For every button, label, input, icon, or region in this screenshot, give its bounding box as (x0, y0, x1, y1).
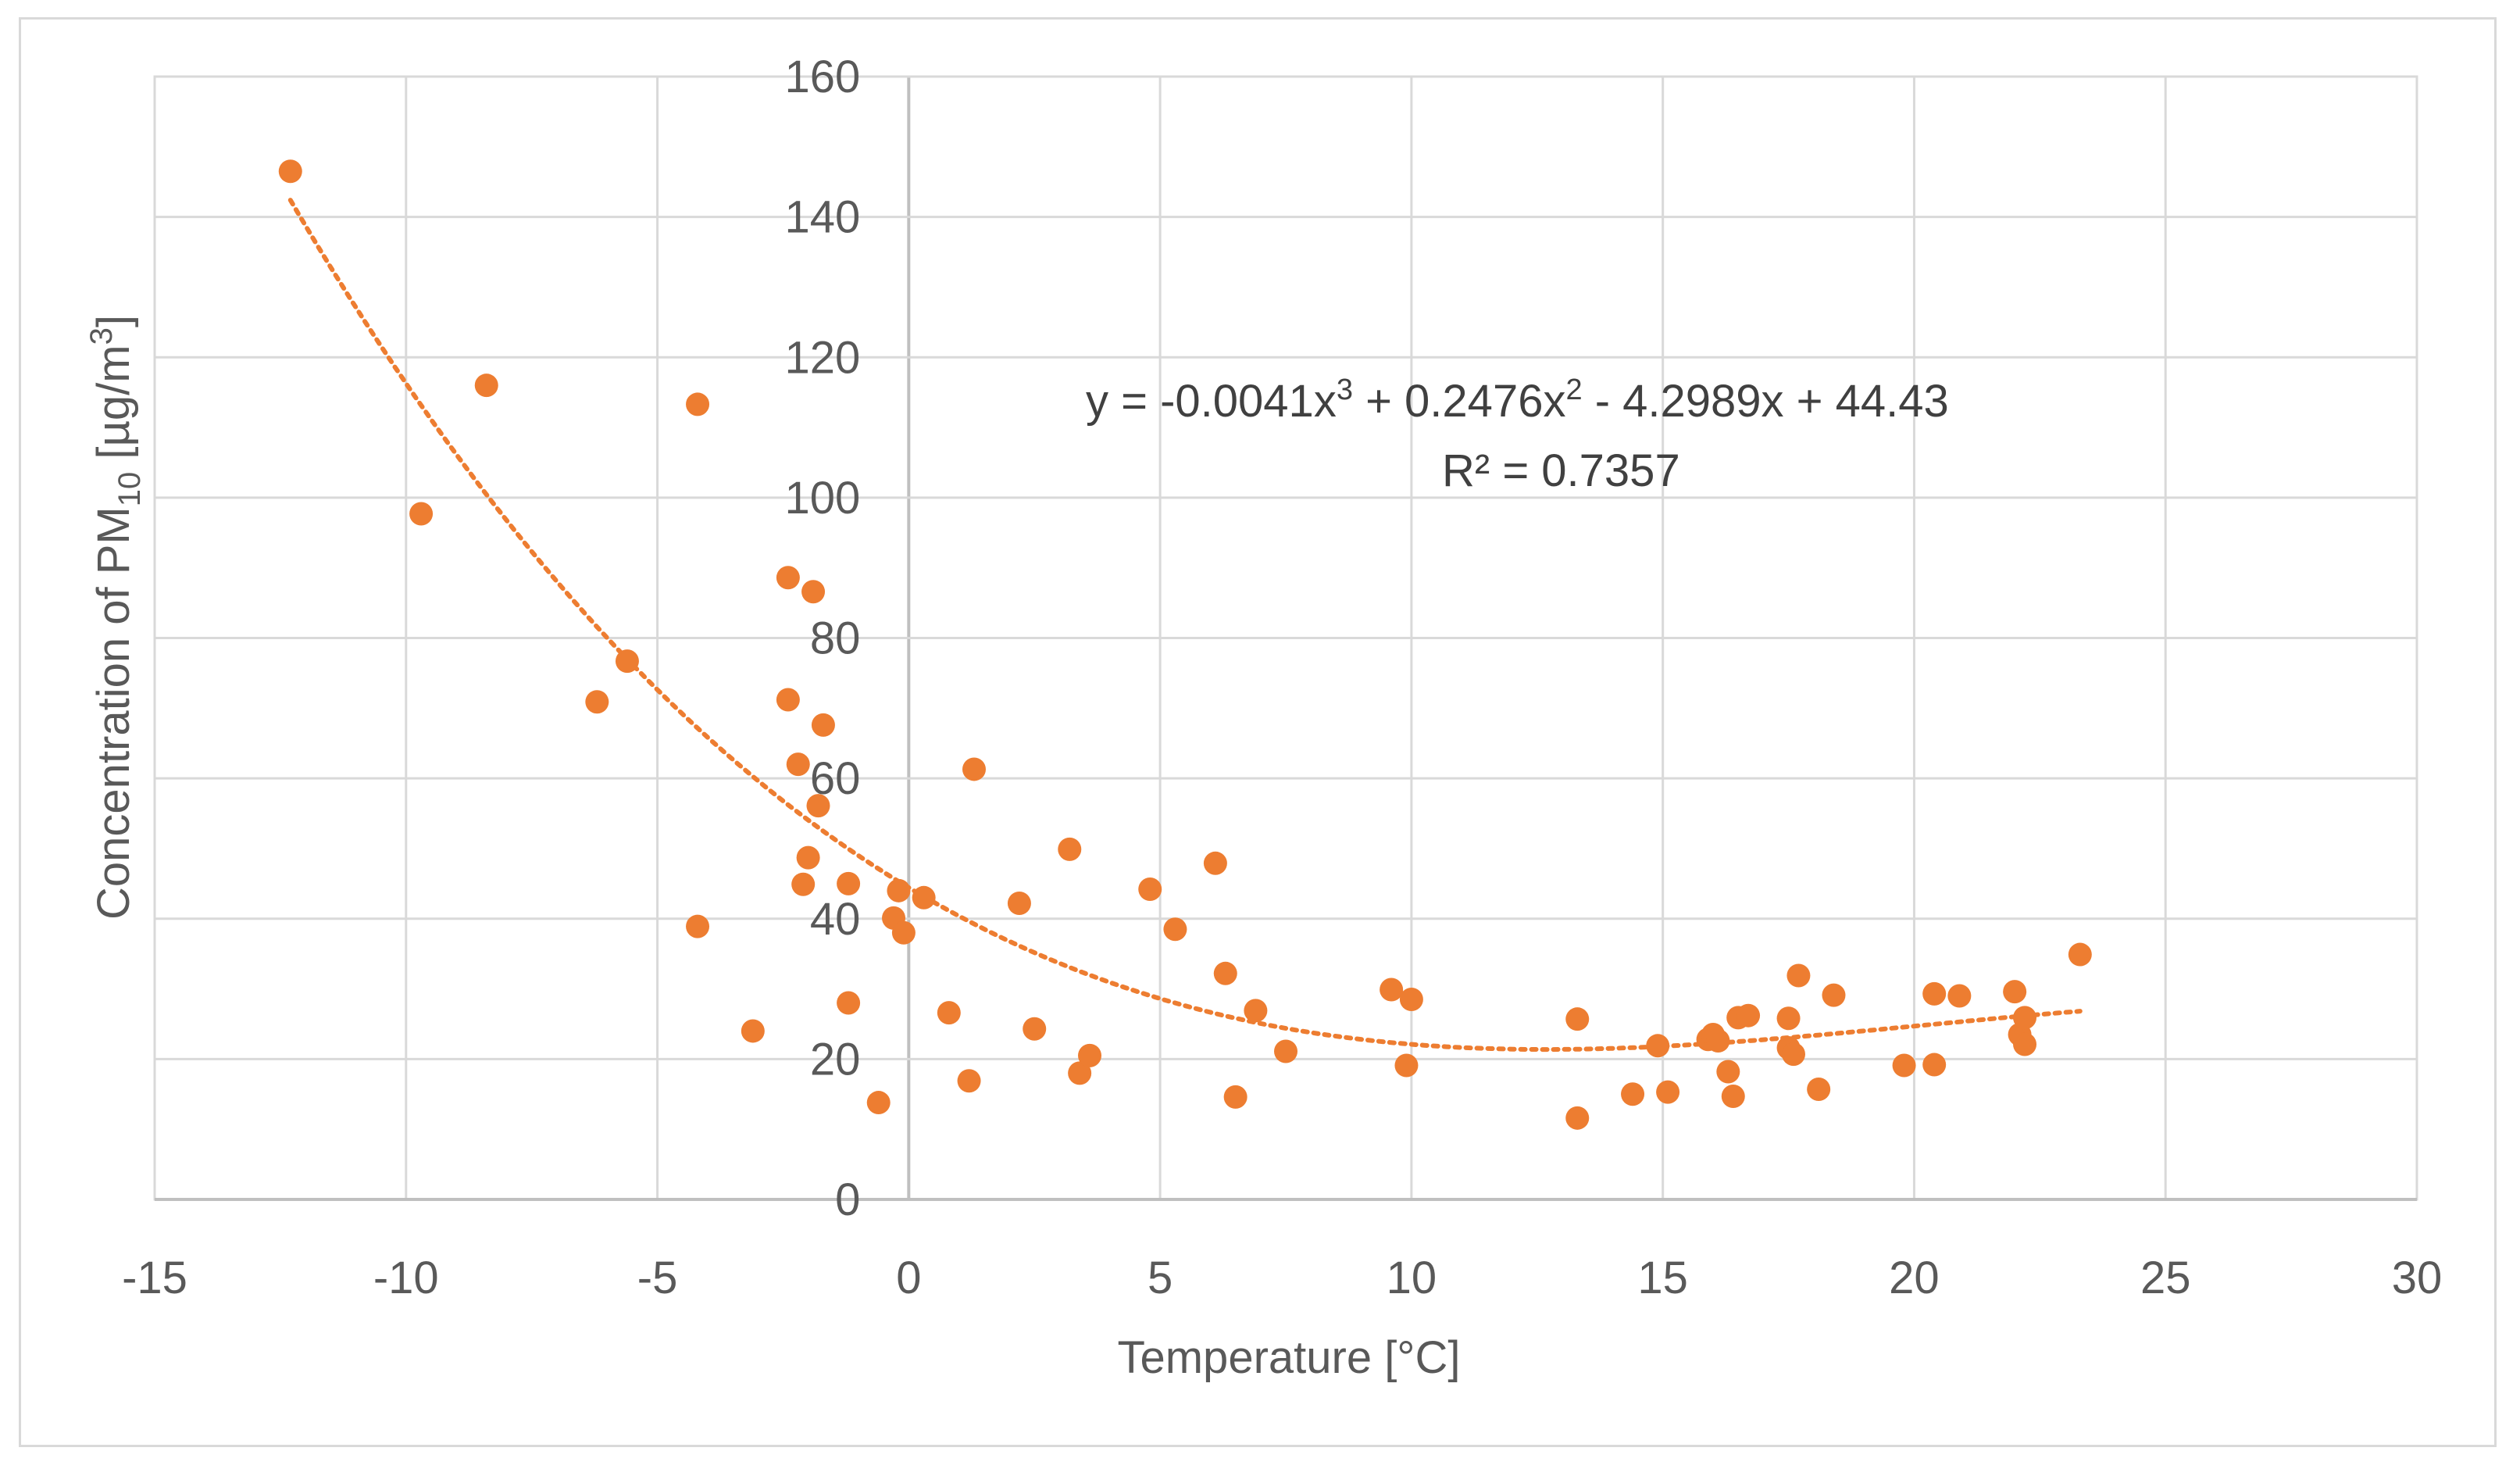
data-point (686, 392, 710, 416)
tick-labels: -15 -10 -5 0 5 10 15 20 25 30 0 20 40 60 80 100 120 140 16… (122, 52, 2442, 1303)
data-point (1138, 877, 1162, 902)
x-tick-label: -10 (373, 1253, 439, 1303)
trendline-equation: y = -0.0041x3 + 0.2476x2 - 4.2989x + 44.… (1086, 374, 1949, 427)
data-point (278, 159, 302, 184)
data-point (2068, 942, 2092, 967)
trendline (287, 198, 2083, 1053)
data-point (474, 374, 498, 398)
data-point (2003, 980, 2027, 1004)
x-tick-label: -15 (122, 1253, 187, 1303)
data-point (1822, 983, 1846, 1007)
data-point (1565, 1106, 1590, 1130)
data-point (1399, 988, 1423, 1012)
data-point (1244, 999, 1268, 1023)
y-tick-label: 80 (810, 613, 861, 664)
x-tick-label: 0 (896, 1253, 921, 1303)
data-point (786, 752, 810, 777)
data-point (1922, 1053, 1947, 1077)
data-point (1058, 837, 1082, 861)
data-point (937, 1001, 961, 1025)
data-point (1656, 1080, 1680, 1104)
data-point (1565, 1007, 1590, 1031)
x-tick-label: 25 (2140, 1253, 2191, 1303)
x-tick-label: 15 (1637, 1253, 1688, 1303)
data-point (1737, 1003, 1761, 1028)
data-point (1807, 1077, 1831, 1101)
data-point (837, 991, 861, 1015)
y-tick-label: 40 (810, 894, 861, 945)
data-point (1621, 1082, 1645, 1106)
x-tick-label: 30 (2392, 1253, 2443, 1303)
data-point (1223, 1085, 1248, 1109)
data-point (1078, 1043, 1102, 1067)
data-point (1786, 963, 1811, 988)
data-point (1781, 1042, 1805, 1067)
data-point (1646, 1034, 1670, 1058)
data-point (837, 871, 861, 895)
x-tick-label: 20 (1889, 1253, 1940, 1303)
trendline-group (287, 198, 2083, 1053)
data-point (2013, 1006, 2037, 1030)
chart-frame (19, 17, 2497, 1447)
data-point (409, 502, 434, 526)
data-point (1380, 978, 1404, 1002)
data-point (791, 872, 816, 896)
x-axis-title: Temperature [°C] (1117, 1332, 1460, 1383)
x-tick-label: -5 (637, 1253, 678, 1303)
data-points (278, 159, 2092, 1130)
data-point (1007, 891, 1031, 915)
data-point (957, 1069, 981, 1093)
data-point (1068, 1061, 1092, 1085)
y-tick-label: 60 (810, 753, 861, 804)
data-point (962, 757, 986, 781)
r-squared-label: R² = 0.7357 (1442, 445, 1680, 496)
y-axis-title: Concentration of PM10 [µg/m3] (84, 315, 147, 920)
data-point (912, 885, 936, 910)
data-point (1203, 851, 1227, 875)
x-tick-label: 10 (1387, 1253, 1437, 1303)
data-point (891, 920, 916, 945)
y-tick-label: 140 (785, 192, 861, 243)
y-tick-label: 120 (785, 332, 861, 383)
data-point (1776, 1006, 1801, 1031)
y-tick-label: 0 (835, 1174, 860, 1225)
data-point (615, 649, 639, 674)
data-point (801, 580, 826, 604)
gridlines (153, 75, 2418, 1201)
x-tick-label: 5 (1148, 1253, 1173, 1303)
y-tick-label: 160 (785, 52, 861, 102)
y-tick-label: 100 (785, 473, 861, 524)
data-point (887, 878, 911, 902)
data-point (776, 566, 800, 590)
data-point (1163, 917, 1187, 942)
data-point (1721, 1084, 1745, 1108)
data-point (686, 914, 710, 938)
data-point (1892, 1053, 1916, 1078)
data-point (741, 1019, 765, 1043)
data-point (1922, 981, 1947, 1006)
data-point (866, 1091, 891, 1115)
data-point (1716, 1060, 1740, 1084)
data-point (811, 713, 835, 737)
data-point (2013, 1032, 2037, 1056)
data-point (796, 845, 820, 870)
data-point (1023, 1017, 1047, 1041)
y-tick-label: 20 (810, 1034, 861, 1085)
data-point (1947, 984, 1972, 1008)
data-point (1394, 1053, 1419, 1078)
data-point (1274, 1039, 1297, 1063)
data-point (1213, 961, 1237, 985)
data-point (1706, 1029, 1730, 1053)
data-point (806, 794, 830, 818)
data-point (776, 688, 800, 712)
data-point (585, 690, 609, 714)
